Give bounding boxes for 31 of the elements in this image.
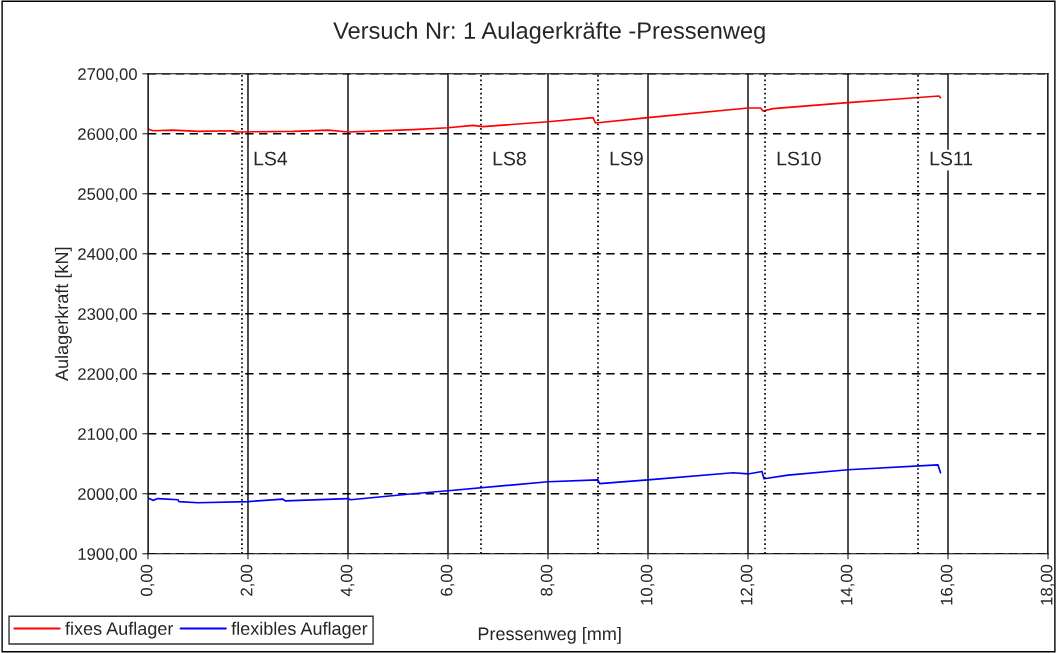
- y-tick-label: 2600,00: [78, 128, 137, 142]
- x-tick-label: 0,00: [140, 564, 155, 596]
- legend-label: fixes Auflager: [65, 621, 174, 639]
- x-tick-label: 2,00: [240, 564, 255, 596]
- x-tick-label: 18,00: [1040, 564, 1055, 605]
- y-tick-label: 2400,00: [78, 248, 137, 262]
- y-tick-label: 2100,00: [78, 428, 137, 442]
- y-tick-label: 2000,00: [78, 488, 137, 502]
- y-tick-label: 2300,00: [78, 308, 137, 322]
- x-tick-label: 6,00: [440, 564, 455, 596]
- y-tick-label: 2500,00: [78, 188, 137, 202]
- ref-line-label: LS8: [493, 151, 526, 166]
- ref-line-label: LS10: [777, 151, 821, 166]
- x-tick-label: 16,00: [940, 564, 955, 605]
- x-tick-label: 10,00: [640, 564, 655, 605]
- ref-line-label: LS9: [610, 151, 643, 166]
- line-series: [147, 95, 942, 133]
- y-tick-label: 2200,00: [78, 368, 137, 382]
- y-axis-title: Aulagerkraft [kN]: [54, 247, 72, 381]
- legend-label: flexibles Auflager: [231, 621, 368, 639]
- x-tick-label: 4,00: [340, 564, 355, 597]
- y-tick-label: 1900,00: [78, 548, 137, 562]
- x-tick-label: 8,00: [540, 564, 555, 596]
- y-tick-label: 2700,00: [78, 68, 137, 82]
- x-axis-title: Pressenweg [mm]: [478, 626, 621, 644]
- ref-line-label: LS11: [930, 151, 973, 166]
- chart-title: Versuch Nr: 1 Aulagerkräfte -Pressenweg: [333, 21, 765, 44]
- ref-line-label: LS4: [254, 151, 288, 166]
- line-series: [147, 464, 942, 504]
- x-tick-label: 14,00: [840, 564, 855, 605]
- x-tick-label: 12,00: [740, 564, 755, 605]
